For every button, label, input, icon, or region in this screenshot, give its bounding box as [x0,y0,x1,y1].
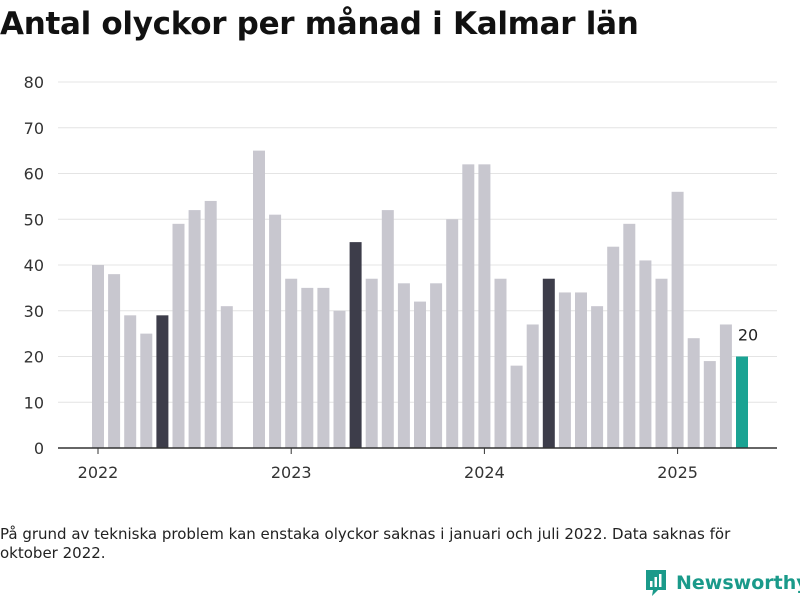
bar-2022-07 [188,210,201,448]
bar-2024-06 [558,292,571,448]
bar-2023-06 [365,278,378,448]
y-tick-label: 10 [24,393,44,412]
bar-chart-logo-icon [646,570,666,596]
bar-2022-03 [124,315,137,448]
bar-2025-02 [687,338,700,448]
bar-2024-11 [639,260,652,448]
bar-2023-08 [397,283,410,448]
bar-2022-09 [220,306,233,448]
bar-2024-12 [655,278,668,448]
bar-2023-02 [301,287,314,448]
y-tick-label: 50 [24,210,44,229]
y-tick-label: 0 [34,439,44,458]
x-tick-label: 2023 [271,463,312,482]
x-tick-label: 2022 [78,463,119,482]
brand-name: Newsworthy [676,572,800,594]
x-tick-label: 2024 [464,463,505,482]
y-tick-label: 40 [24,256,44,275]
bar-2022-12 [269,214,282,448]
x-axis: 2022 2023 2024 2025 [58,447,777,482]
bar-2023-01 [285,278,298,448]
bar-2025-05 [736,356,748,448]
bar-2022-01 [92,265,104,448]
bar-2023-11 [446,219,459,448]
y-tick-label: 60 [24,165,44,184]
bar-2024-08 [591,306,604,448]
y-tick-label: 20 [24,348,44,367]
bar-2024-03 [510,365,523,448]
bar-2022-11 [253,150,265,448]
bar-2023-04 [333,310,346,448]
y-tick-label: 80 [24,73,44,92]
bar-2023-09 [414,301,426,448]
bar-2025-03 [703,361,716,448]
bar-2024-04 [526,324,539,448]
latest-value-label: 20 [738,326,758,345]
bar-2023-03 [317,287,330,448]
bar-2024-10 [623,223,636,448]
y-axis: 0 10 20 30 40 50 60 70 80 [24,73,44,458]
bar-2024-07 [575,292,587,448]
bar-2022-04 [140,333,153,448]
bar-2022-08 [204,200,217,448]
bar-2023-07 [381,210,394,448]
y-tick-label: 70 [24,119,44,138]
chart-title: Antal olyckor per månad i Kalmar län [0,6,639,42]
bar-2023-10 [430,283,443,448]
x-tick-label: 2025 [657,463,698,482]
bar-2025-01 [671,191,684,449]
bar-2023-12 [462,164,475,448]
bar-2023-05 [349,242,362,448]
bar-2024-01 [478,164,491,448]
bar-2024-09 [607,246,620,448]
bar-2024-05 [542,278,555,448]
brand-logo: Newsworthy [644,568,800,598]
y-tick-label: 30 [24,302,44,321]
bar-2022-05 [156,315,169,448]
bar-2025-04 [719,324,732,448]
bar-chart: 0 10 20 30 40 50 60 70 80 20 2022 2023 2024 2025 [24,73,777,482]
bar-2024-02 [494,278,507,448]
bar-2022-06 [172,223,185,448]
bars: 20 [92,150,760,449]
bar-2022-02 [108,274,121,448]
footnote: På grund av tekniska problem kan enstaka… [0,525,731,562]
